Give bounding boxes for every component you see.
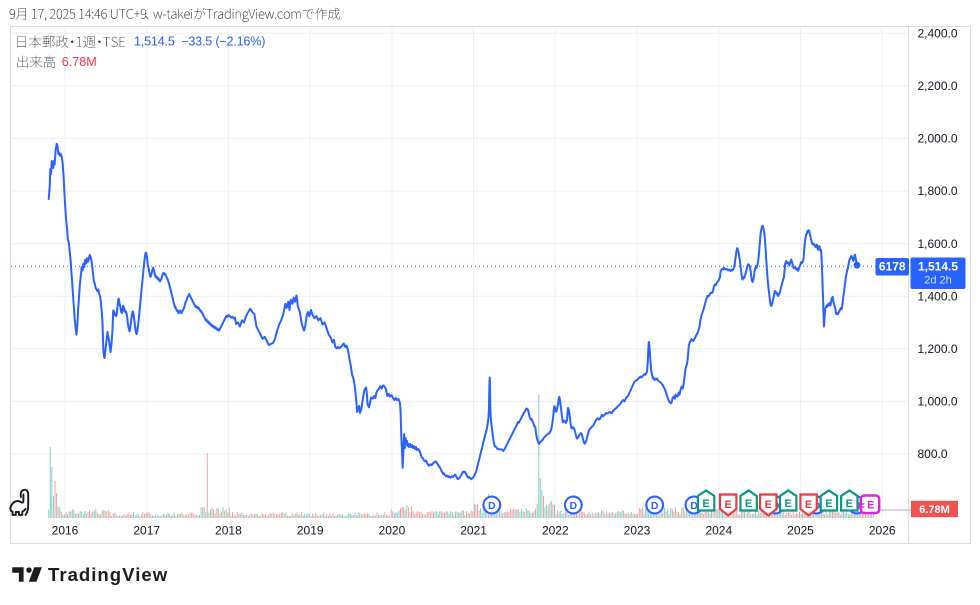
svg-text:1,514.5 −33.5 (−2.16%): 1,514.5 −33.5 (−2.16%)	[134, 34, 265, 48]
svg-text:2018: 2018	[215, 524, 242, 538]
svg-text:1,514.5: 1,514.5	[918, 260, 958, 274]
svg-text:E: E	[765, 499, 772, 511]
svg-text:2026: 2026	[869, 524, 896, 538]
svg-text:E: E	[867, 500, 874, 512]
svg-text:D: D	[570, 500, 578, 512]
svg-text:2016: 2016	[52, 524, 79, 538]
svg-text:≈: ≈	[857, 498, 864, 513]
svg-text:1,800.0: 1,800.0	[918, 184, 958, 198]
svg-text:TradingView: TradingView	[48, 564, 168, 585]
svg-text:D: D	[488, 500, 496, 512]
svg-text:1,000.0: 1,000.0	[918, 395, 958, 409]
svg-text:2017: 2017	[133, 524, 160, 538]
svg-text:2019: 2019	[297, 524, 324, 538]
svg-text:1,600.0: 1,600.0	[918, 237, 958, 251]
svg-text:800.0: 800.0	[918, 447, 948, 461]
svg-text:E: E	[846, 498, 853, 510]
svg-text:E: E	[785, 498, 792, 510]
svg-text:2024: 2024	[705, 524, 732, 538]
svg-text:2d 2h: 2d 2h	[924, 275, 952, 287]
svg-text:2,400.0: 2,400.0	[918, 26, 958, 40]
svg-text:E: E	[825, 498, 832, 510]
svg-text:6178: 6178	[879, 260, 906, 274]
svg-text:2025: 2025	[787, 524, 814, 538]
svg-text:2022: 2022	[542, 524, 569, 538]
svg-text:E: E	[745, 498, 752, 510]
svg-text:2020: 2020	[379, 524, 406, 538]
svg-text:E: E	[725, 499, 732, 511]
svg-text:D: D	[651, 500, 659, 512]
svg-text:2,000.0: 2,000.0	[918, 132, 958, 146]
svg-text:2021: 2021	[460, 524, 487, 538]
svg-text:D: D	[690, 500, 698, 512]
svg-text:2023: 2023	[624, 524, 651, 538]
svg-text:1,200.0: 1,200.0	[918, 342, 958, 356]
svg-text:6.78M: 6.78M	[62, 55, 97, 69]
svg-text:2,200.0: 2,200.0	[918, 79, 958, 93]
svg-text:1,400.0: 1,400.0	[918, 289, 958, 303]
svg-text:6.78M: 6.78M	[919, 504, 950, 516]
svg-text:E: E	[805, 499, 812, 511]
svg-text:E: E	[702, 498, 709, 510]
